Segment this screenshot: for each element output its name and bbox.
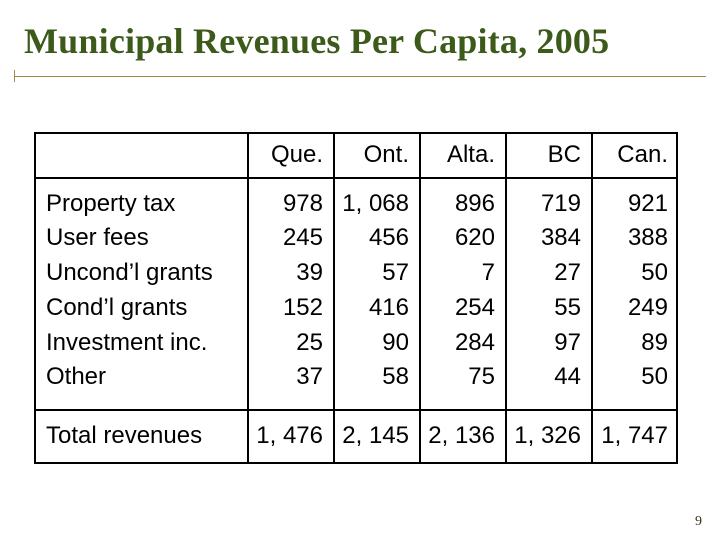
- row-label: Cond’l grants: [36, 291, 248, 326]
- total-cell: 1, 476: [248, 410, 334, 462]
- table-row: Investment inc. 25 90 284 97 89: [36, 326, 678, 361]
- page-title: Municipal Revenues Per Capita, 2005: [24, 22, 700, 62]
- cell: 50: [592, 360, 678, 410]
- cell: 620: [420, 221, 506, 256]
- total-row: Total revenues 1, 476 2, 145 2, 136 1, 3…: [36, 410, 678, 462]
- total-cell: 2, 145: [334, 410, 420, 462]
- row-label: Uncond’l grants: [36, 256, 248, 291]
- cell: 27: [506, 256, 592, 291]
- cell: 284: [420, 326, 506, 361]
- cell: 37: [248, 360, 334, 410]
- cell: 249: [592, 291, 678, 326]
- row-label: User fees: [36, 221, 248, 256]
- cell: 1, 068: [334, 178, 420, 222]
- table-row: User fees 245 456 620 384 388: [36, 221, 678, 256]
- cell: 388: [592, 221, 678, 256]
- title-rule: [14, 76, 706, 77]
- row-label: Investment inc.: [36, 326, 248, 361]
- cell: 152: [248, 291, 334, 326]
- cell: 58: [334, 360, 420, 410]
- cell: 57: [334, 256, 420, 291]
- cell: 254: [420, 291, 506, 326]
- table-row: Other 37 58 75 44 50: [36, 360, 678, 410]
- cell: 55: [506, 291, 592, 326]
- cell: 97: [506, 326, 592, 361]
- cell: 719: [506, 178, 592, 222]
- cell: 245: [248, 221, 334, 256]
- cell: 50: [592, 256, 678, 291]
- cell: 25: [248, 326, 334, 361]
- col-header-alta: Alta.: [420, 134, 506, 178]
- total-label: Total revenues: [36, 410, 248, 462]
- title-wrap: Municipal Revenues Per Capita, 2005: [24, 22, 700, 62]
- cell: 896: [420, 178, 506, 222]
- cell: 456: [334, 221, 420, 256]
- revenue-table-box: Que. Ont. Alta. BC Can. Property tax 978…: [34, 132, 678, 464]
- total-cell: 2, 136: [420, 410, 506, 462]
- col-header-que: Que.: [248, 134, 334, 178]
- cell: 978: [248, 178, 334, 222]
- row-label: Property tax: [36, 178, 248, 222]
- col-header-can: Can.: [592, 134, 678, 178]
- page-number: 9: [695, 514, 702, 530]
- cell: 90: [334, 326, 420, 361]
- cell: 384: [506, 221, 592, 256]
- cell: 416: [334, 291, 420, 326]
- table-row: Uncond’l grants 39 57 7 27 50: [36, 256, 678, 291]
- cell: 921: [592, 178, 678, 222]
- table-row: Cond’l grants 152 416 254 55 249: [36, 291, 678, 326]
- total-cell: 1, 747: [592, 410, 678, 462]
- revenue-table: Que. Ont. Alta. BC Can. Property tax 978…: [36, 134, 678, 462]
- slide: Municipal Revenues Per Capita, 2005 Que.…: [0, 0, 720, 540]
- col-header-ont: Ont.: [334, 134, 420, 178]
- row-label: Other: [36, 360, 248, 410]
- table-row: Property tax 978 1, 068 896 719 921: [36, 178, 678, 222]
- col-header-blank: [36, 134, 248, 178]
- total-cell: 1, 326: [506, 410, 592, 462]
- col-header-bc: BC: [506, 134, 592, 178]
- cell: 75: [420, 360, 506, 410]
- table-header-row: Que. Ont. Alta. BC Can.: [36, 134, 678, 178]
- cell: 44: [506, 360, 592, 410]
- cell: 89: [592, 326, 678, 361]
- cell: 39: [248, 256, 334, 291]
- cell: 7: [420, 256, 506, 291]
